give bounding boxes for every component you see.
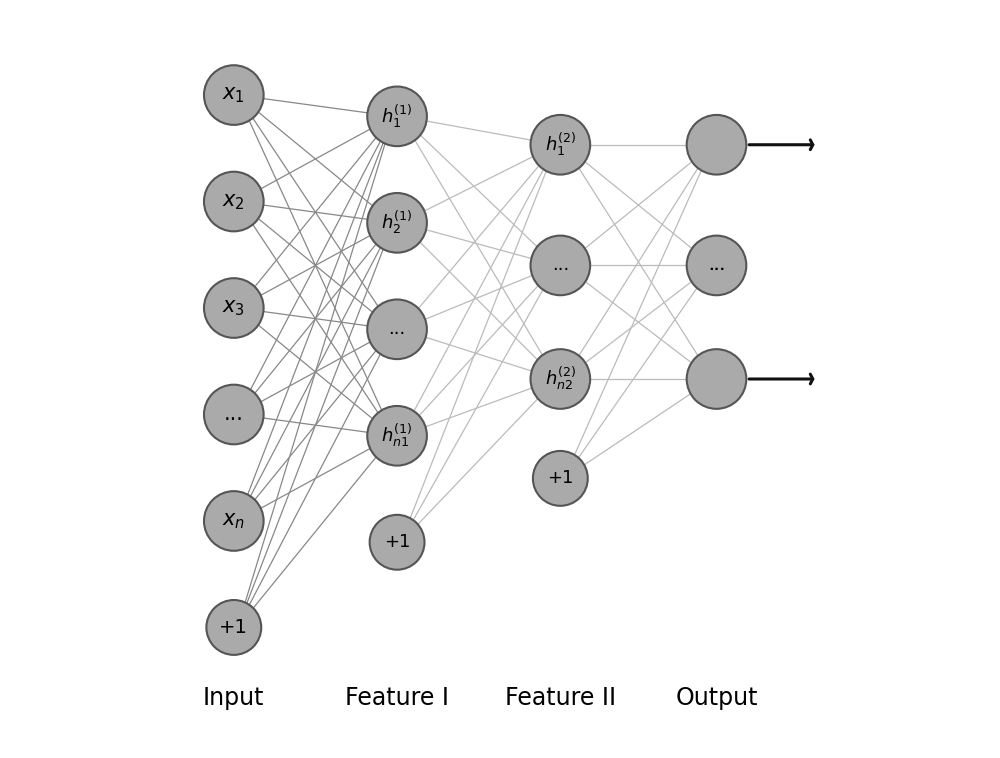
Text: $x_1$: $x_1$	[222, 85, 245, 105]
Text: Input: Input	[203, 687, 265, 710]
Circle shape	[367, 193, 427, 252]
Circle shape	[370, 515, 425, 570]
Circle shape	[204, 65, 264, 125]
Text: $h_2^{(1)}$: $h_2^{(1)}$	[381, 209, 413, 236]
Text: ...: ...	[708, 256, 725, 274]
Text: +1: +1	[219, 618, 248, 637]
Text: ...: ...	[708, 256, 725, 274]
Circle shape	[531, 236, 590, 295]
Circle shape	[367, 406, 427, 465]
Text: ...: ...	[552, 256, 569, 274]
Text: ...: ...	[224, 405, 244, 424]
Text: +1: +1	[547, 469, 574, 487]
Circle shape	[531, 349, 590, 409]
Text: $x_n$: $x_n$	[222, 511, 245, 531]
Text: $h_1^{(2)}$: $h_1^{(2)}$	[545, 131, 576, 158]
Text: Feature I: Feature I	[345, 687, 449, 710]
Text: Feature II: Feature II	[505, 687, 616, 710]
Circle shape	[687, 115, 746, 174]
Circle shape	[204, 172, 264, 231]
Text: $h_1^{(1)}$: $h_1^{(1)}$	[381, 103, 413, 130]
Text: ...: ...	[388, 321, 406, 338]
Text: $x_2$: $x_2$	[222, 192, 245, 211]
Text: +1: +1	[384, 534, 410, 551]
Circle shape	[367, 86, 427, 146]
Text: $h_{n1}^{(1)}$: $h_{n1}^{(1)}$	[381, 422, 413, 449]
Circle shape	[531, 115, 590, 174]
Circle shape	[367, 299, 427, 359]
Text: Output: Output	[675, 687, 758, 710]
Text: $x_3$: $x_3$	[222, 298, 245, 318]
Circle shape	[206, 600, 261, 655]
Circle shape	[204, 384, 264, 444]
Circle shape	[687, 349, 746, 409]
Circle shape	[687, 236, 746, 295]
Circle shape	[204, 491, 264, 551]
Circle shape	[204, 278, 264, 338]
Text: $h_{n2}^{(2)}$: $h_{n2}^{(2)}$	[545, 365, 576, 393]
Circle shape	[533, 451, 588, 506]
